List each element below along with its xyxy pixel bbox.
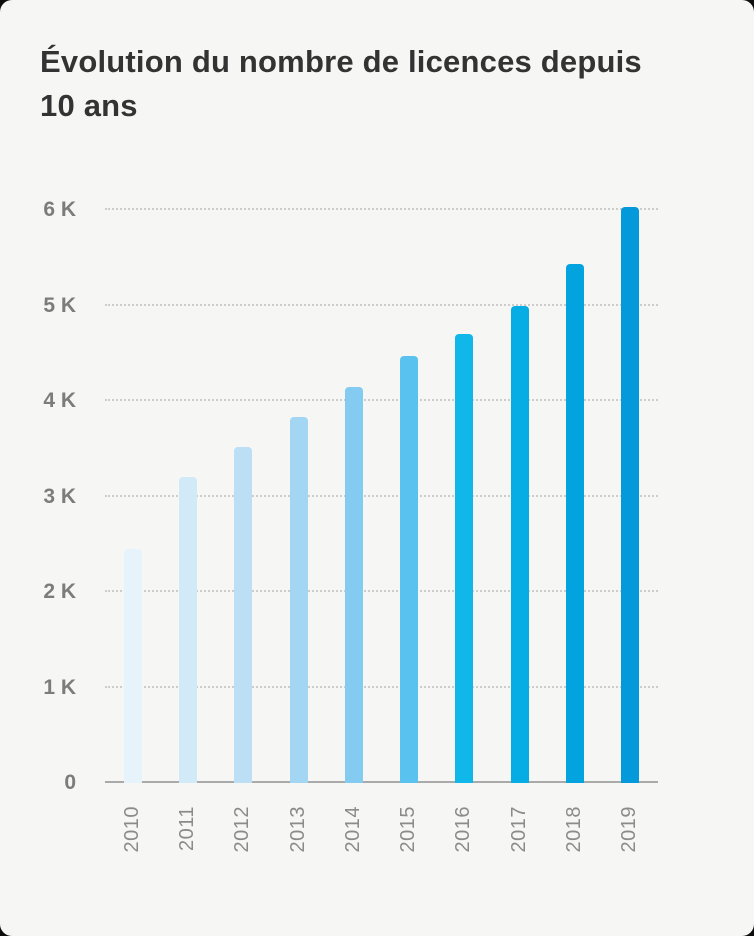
x-axis-label-2017: 2017 [507,806,530,853]
x-axis-label-2016: 2016 [452,806,475,853]
gridline-4K [105,399,658,401]
gridline-1K [105,685,658,688]
gridline-5K [105,303,658,306]
bar-2016 [455,334,474,783]
gridline-6K [105,208,658,210]
y-axis-label-0: 0 [64,771,76,794]
bar-2015 [400,356,419,783]
bar-2011 [178,477,197,783]
x-axis-line [105,781,658,783]
x-axis-label-2018: 2018 [563,806,586,853]
bar-2012 [234,446,253,783]
y-axis-label-5K: 5 K [43,293,76,317]
x-axis-label-2019: 2019 [618,806,641,853]
y-axis-label-6K: 6 K [43,198,76,221]
x-axis-label-2011: 2011 [175,806,198,852]
bar-2010 [123,549,142,783]
bar-2018 [566,264,585,783]
bar-2013 [289,417,308,783]
x-axis-label-2010: 2010 [120,806,143,853]
x-axis-label-2014: 2014 [341,806,364,853]
y-axis-label-3K: 3 K [43,484,76,508]
y-axis-label-1K: 1 K [43,675,76,699]
chart-title: Évolution du nombre de licences depuis 1… [40,44,642,123]
gridline-2K [105,590,658,592]
y-axis-label-2K: 2 K [43,580,76,603]
x-axis-label-2015: 2015 [397,806,420,853]
gridline-3K [105,494,658,497]
x-axis-label-2012: 2012 [231,806,254,853]
bar-2019 [621,207,640,783]
plot-area: 0 1 K 2 K 3 K 4 K 5 K 6 K 2010 2011 2012 2013 2014 2… [43,198,658,853]
x-axis-label-2013: 2013 [286,806,309,853]
bar-2017 [510,305,529,783]
y-axis-label-4K: 4 K [43,389,76,412]
bar-2014 [344,386,363,783]
